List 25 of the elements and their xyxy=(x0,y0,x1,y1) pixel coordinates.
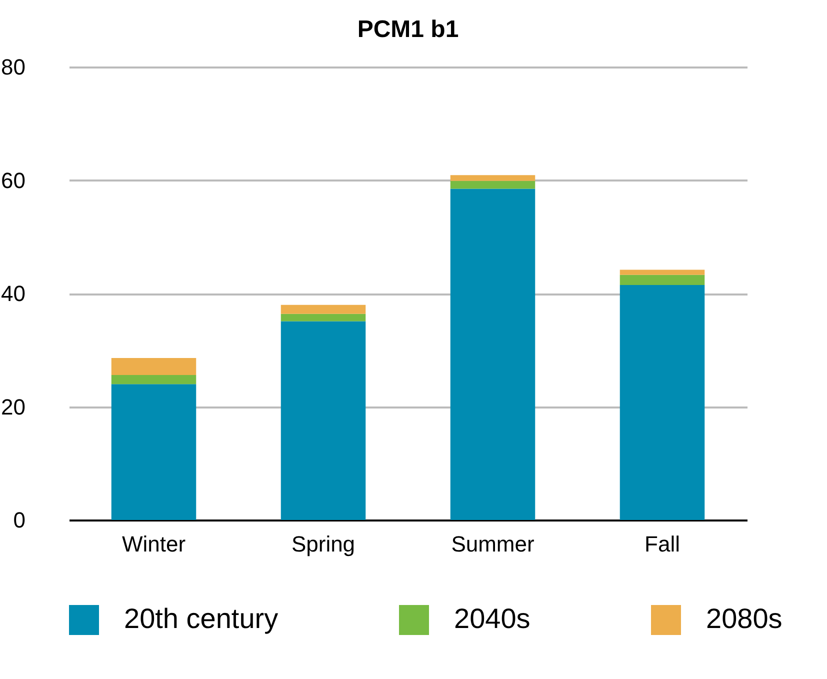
x-tick-label: Spring xyxy=(291,532,356,556)
y-tick-label: 60 xyxy=(1,168,26,193)
bar xyxy=(280,321,366,520)
bar xyxy=(111,358,196,376)
y-tick-label: 20 xyxy=(1,394,26,420)
y-tick-label: 40 xyxy=(1,281,26,306)
bar xyxy=(620,274,705,286)
chart-title: PCM1 b1 xyxy=(357,16,459,43)
bar xyxy=(450,180,536,189)
y-tick-label: 0 xyxy=(13,508,26,532)
bar xyxy=(450,175,536,181)
y-tick-label: 80 xyxy=(1,54,26,80)
bar xyxy=(620,270,705,275)
bar xyxy=(280,304,366,314)
x-tick-label: Winter xyxy=(122,532,186,556)
x-tick-label: Fall xyxy=(644,532,680,556)
bar xyxy=(450,188,536,520)
legend-label: 20th century xyxy=(124,603,278,634)
legend-label: 2040s xyxy=(454,603,530,634)
bar xyxy=(280,314,366,322)
x-tick-label: Summer xyxy=(451,532,534,556)
bar xyxy=(111,375,196,384)
bar xyxy=(111,384,196,520)
legend-label: 2080s xyxy=(706,603,782,634)
bar xyxy=(620,285,705,520)
